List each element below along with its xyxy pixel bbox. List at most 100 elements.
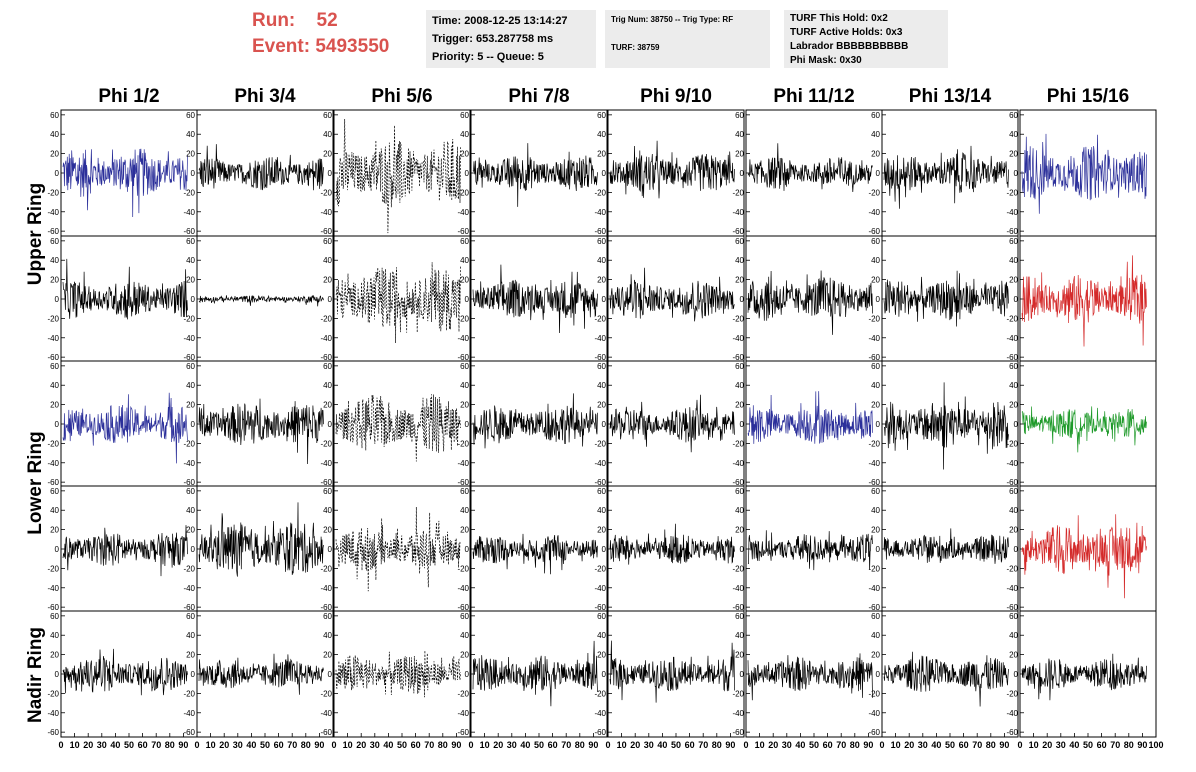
trig-info-box: Trig Num: 38750 -- Trig Type: RF TURF: 3… [605,10,770,68]
panel-r2-c3: -60 -40 -20 0 20 40 60 [457,360,608,488]
y-tick-label: 0 [740,670,745,679]
y-tick-label: 60 [871,487,880,496]
x-tick-label: 50 [671,740,681,750]
y-tick-label: 60 [871,237,880,246]
panel-r0-c4: -60 -40 -20 0 20 40 60 [594,109,745,237]
y-tick-label: -60 [1006,603,1018,612]
y-tick-label: 0 [602,169,607,178]
y-tick-label: 40 [597,381,606,390]
panel-r1-c0: -60 -40 -20 0 20 40 60 [47,235,198,363]
x-tick-label: 30 [918,740,928,750]
y-tick-label: -60 [868,353,880,362]
x-tick-label: 40 [246,740,256,750]
panel-r3-c1: -60 -40 -20 0 20 40 60 [183,485,334,613]
x-tick-label: 90 [1137,740,1147,750]
y-tick-label: -40 [457,208,469,217]
waveform-trace [198,294,324,307]
waveform-trace [472,640,598,707]
y-tick-label: 0 [740,420,745,429]
y-tick-label: 0 [55,295,60,304]
x-tick-label: 30 [1056,740,1066,750]
x-tick-label: 0 [194,740,199,750]
y-tick-label: 20 [597,401,606,410]
waveform-trace [747,270,873,335]
waveform-trace [62,148,188,218]
y-tick-label: -60 [457,603,469,612]
y-tick-label: 20 [735,276,744,285]
y-tick-label: 40 [735,256,744,265]
y-tick-label: -40 [594,709,606,718]
y-tick-label: 40 [735,631,744,640]
x-tick-label: 80 [850,740,860,750]
panel-r0-c6: -60 -40 -20 0 20 40 60 [868,109,1019,237]
y-tick-label: -60 [320,353,332,362]
y-tick-label: -20 [1006,439,1018,448]
y-tick-label: 20 [186,276,195,285]
y-tick-label: -60 [47,353,59,362]
y-tick-label: 60 [50,237,59,246]
y-tick-label: -60 [183,603,195,612]
panel-r0-c2: -60 -40 -20 0 20 40 60 [320,109,471,237]
y-tick-label: -60 [183,227,195,236]
panel-r3-c4: -60 -40 -20 0 20 40 60 [594,485,745,613]
panel-r2-c1: -60 -40 -20 0 20 40 60 [183,360,334,488]
waveform-trace [335,118,461,234]
y-tick-label: 60 [186,362,195,371]
y-tick-label: -40 [594,584,606,593]
y-tick-label: -40 [594,208,606,217]
x-tick-label: 10 [70,740,80,750]
y-tick-label: 40 [597,631,606,640]
priority-text: Priority: 5 -- Queue: 5 [432,51,544,63]
y-tick-label: -60 [47,478,59,487]
waveform-trace [472,143,598,207]
waveform-trace [1021,133,1147,214]
y-tick-label: 60 [50,362,59,371]
y-tick-label: -20 [457,689,469,698]
y-tick-label: -20 [47,564,59,573]
y-tick-label: -40 [320,208,332,217]
y-tick-label: 20 [1009,150,1018,159]
y-tick-label: 60 [735,111,744,120]
y-tick-label: 0 [740,295,745,304]
y-tick-label: 60 [323,237,332,246]
panel-r1-c1: -60 -40 -20 0 20 40 60 [183,235,334,363]
x-tick-label: 10 [206,740,216,750]
y-tick-label: -40 [457,334,469,343]
y-tick-label: -20 [457,439,469,448]
y-tick-label: 40 [460,631,469,640]
x-tick-label: 20 [768,740,778,750]
panel-r0-c7: -60 -40 -20 0 20 40 60 [1006,109,1157,237]
y-tick-label: 40 [460,506,469,515]
panel-r0-c1: -60 -40 -20 0 20 40 60 [183,109,334,237]
y-tick-label: 40 [50,631,59,640]
waveform-trace [609,523,735,565]
y-tick-label: -60 [868,227,880,236]
panel-r3-c5: -60 -40 -20 0 20 40 60 [732,485,883,613]
x-tick-label: 60 [823,740,833,750]
y-tick-label: -60 [320,478,332,487]
panel-r0-c5: -60 -40 -20 0 20 40 60 [732,109,883,237]
y-tick-label: 20 [50,401,59,410]
y-tick-label: 0 [191,295,196,304]
waveform-trace [609,267,735,322]
y-tick-label: 20 [735,150,744,159]
y-tick-label: -20 [594,564,606,573]
y-tick-label: -20 [868,689,880,698]
y-tick-label: 60 [597,487,606,496]
y-tick-label: 40 [323,381,332,390]
y-tick-label: 20 [735,401,744,410]
y-tick-label: 60 [186,237,195,246]
y-tick-label: 40 [460,256,469,265]
waveform-trace [747,391,873,445]
panel-r1-c7: -60 -40 -20 0 20 40 60 [1006,235,1157,363]
y-tick-label: 40 [735,130,744,139]
y-tick-label: 40 [1009,381,1018,390]
y-tick-label: -20 [47,188,59,197]
y-tick-label: -60 [320,603,332,612]
y-tick-label: -40 [47,208,59,217]
y-tick-label: 60 [323,111,332,120]
y-tick-label: 0 [602,670,607,679]
y-tick-label: 0 [328,545,333,554]
y-tick-label: -20 [732,314,744,323]
y-tick-label: -20 [457,188,469,197]
